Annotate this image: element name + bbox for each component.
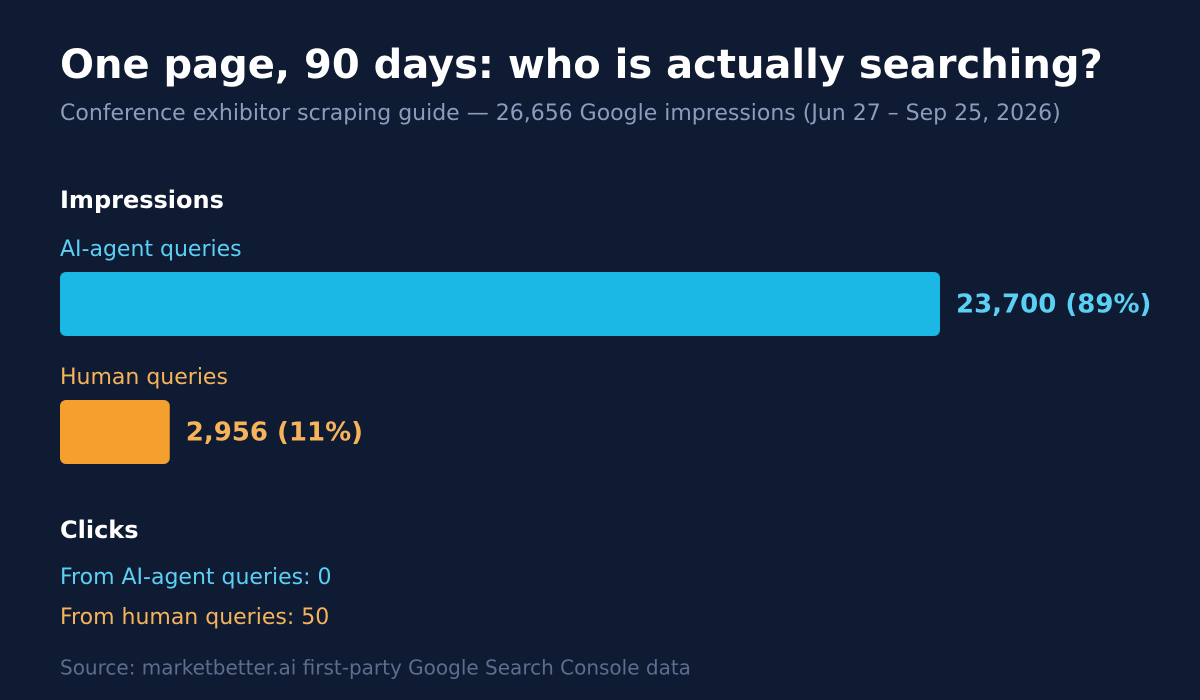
value-label: 2,956 (11%) xyxy=(186,418,363,448)
bar xyxy=(60,400,170,464)
source: Source: marketbetter.ai first-party Goog… xyxy=(60,656,691,680)
section-title: Impressions xyxy=(60,186,224,214)
bar xyxy=(60,272,940,336)
clicks-line: From AI-agent queries: 0 xyxy=(60,565,332,590)
subtitle: Conference exhibitor scraping guide — 26… xyxy=(60,101,1061,126)
value-label: 23,700 (89%) xyxy=(956,290,1151,320)
category-label: Human queries xyxy=(60,365,228,390)
category-label: AI-agent queries xyxy=(60,237,242,262)
clicks-title: Clicks xyxy=(60,516,139,544)
chart-title: One page, 90 days: who is actually searc… xyxy=(60,42,1103,88)
clicks-line: From human queries: 50 xyxy=(60,605,329,630)
